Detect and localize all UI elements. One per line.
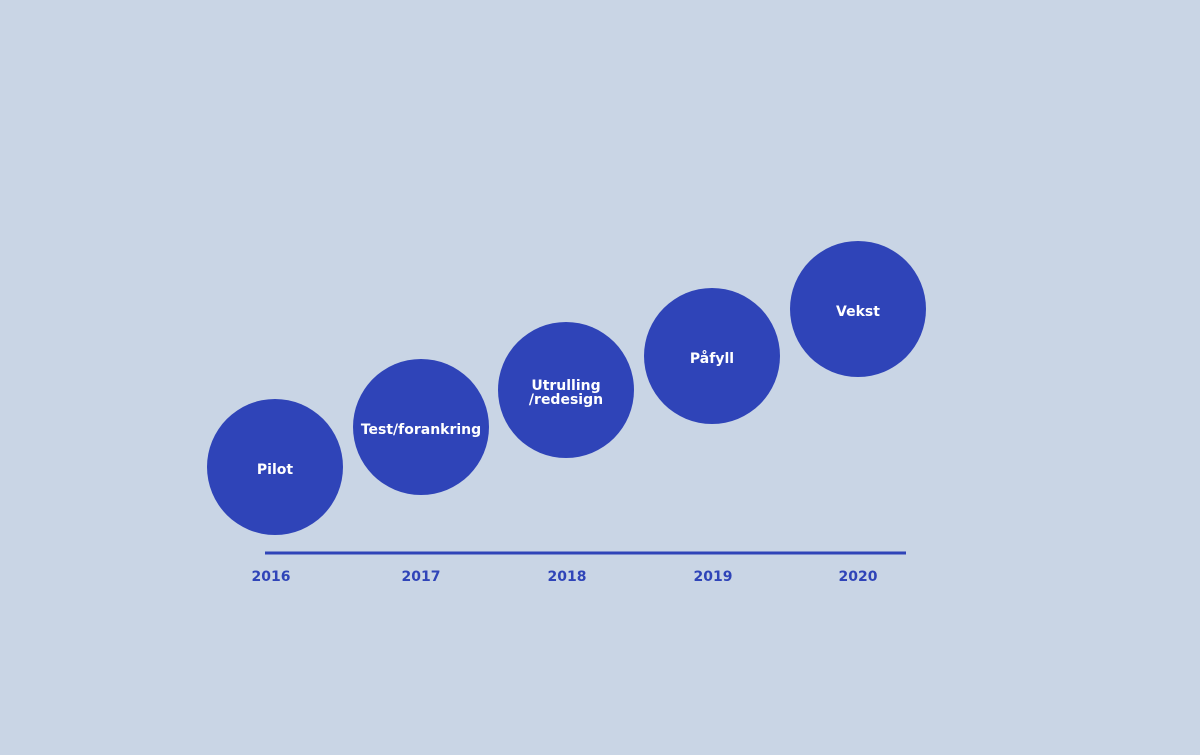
stage-circle [498, 322, 634, 458]
stage-label: Vekst [836, 304, 880, 320]
stage-circle [790, 241, 926, 377]
stage-circle [207, 399, 343, 535]
stage-label: Pilot [257, 462, 293, 478]
stage-label: Påfyll [690, 350, 734, 367]
year-label: 2018 [548, 569, 587, 585]
year-label: 2019 [694, 569, 733, 585]
stage-label: Test/forankring [361, 422, 481, 438]
stage-circle [644, 288, 780, 424]
stage-circle [353, 359, 489, 495]
year-label: 2017 [402, 569, 441, 585]
stage-label: Utrulling [531, 378, 600, 394]
stage-label: /redesign [529, 392, 603, 408]
year-label: 2020 [839, 569, 878, 585]
year-label: 2016 [252, 569, 291, 585]
